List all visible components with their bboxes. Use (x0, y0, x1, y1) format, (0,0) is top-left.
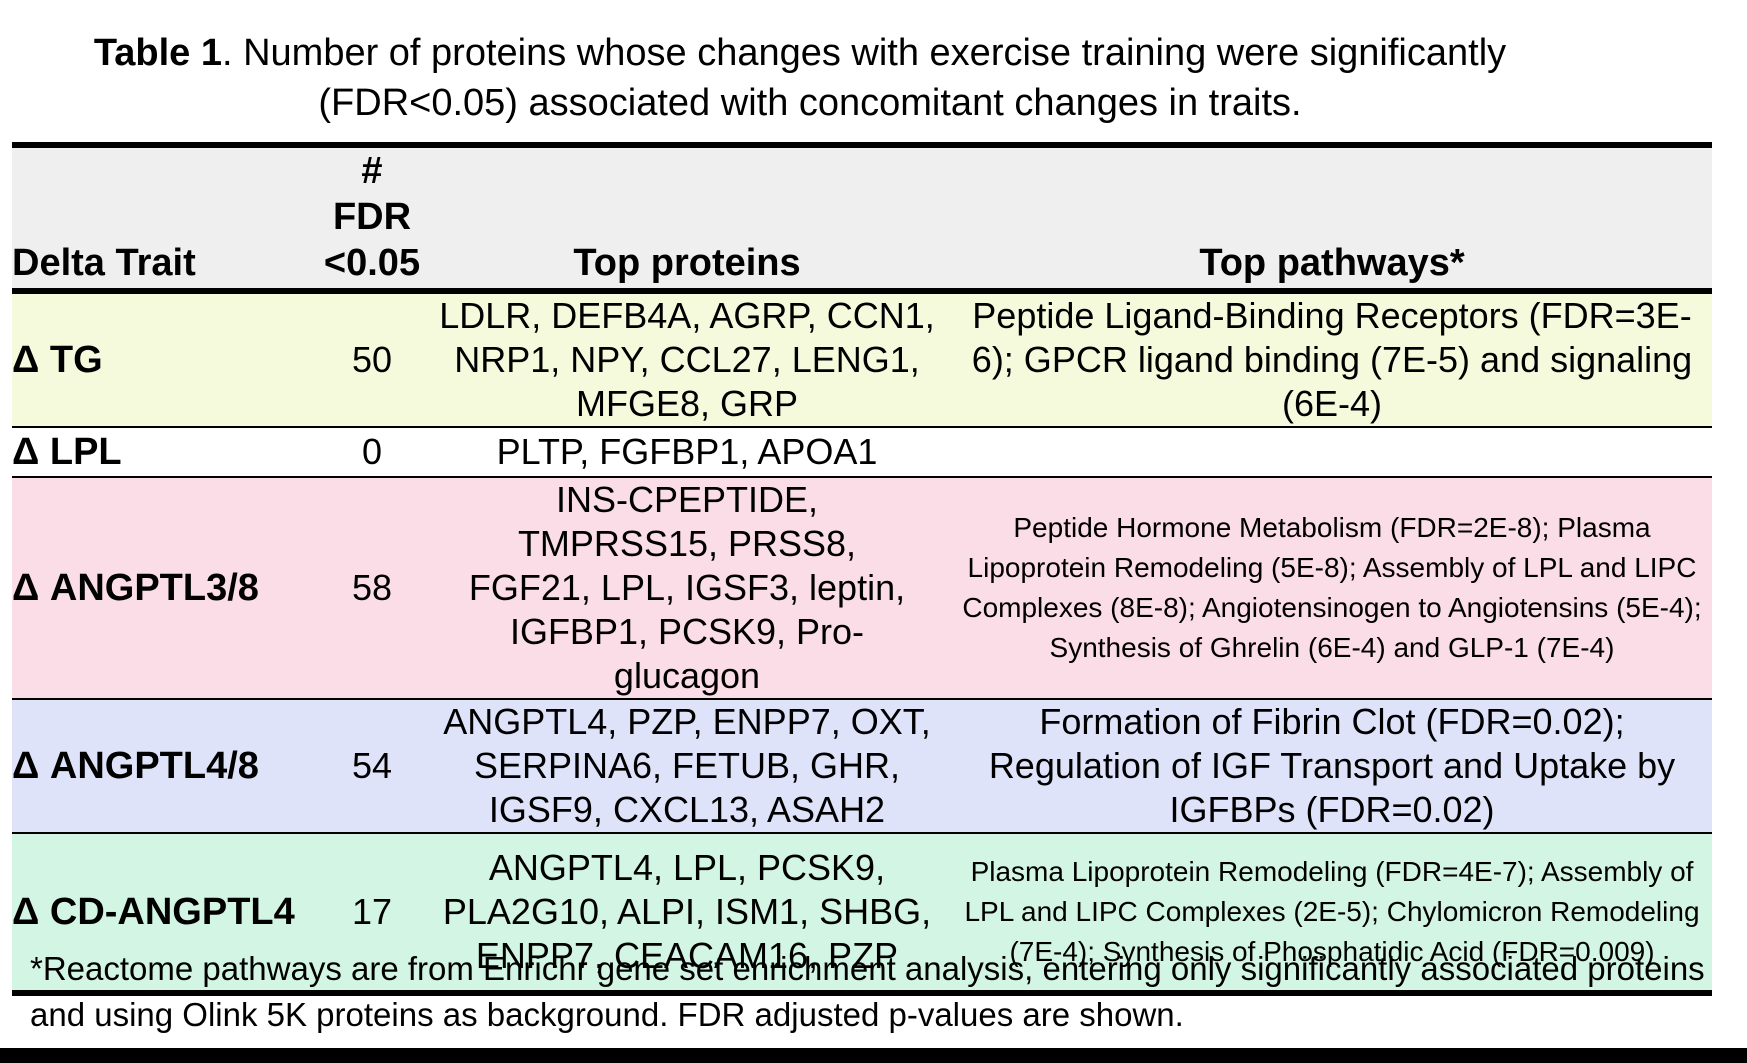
cell-proteins: LDLR, DEFB4A, AGRP, CCN1, NRP1, NPY, CCL… (439, 295, 935, 424)
cell-trait: Δ LPL (12, 426, 322, 477)
cell-count: 0 (322, 426, 422, 477)
table-row: Δ CD-ANGPTL4 17 ANGPTL4, LPL, PCSK9, PLA… (12, 832, 1712, 993)
cell-proteins: INS-CPEPTIDE, TMPRSS15, PRSS8, FGF21, LP… (422, 476, 952, 699)
caption-label: Table 1 (93, 32, 222, 74)
caption-line-1: Table 1. Number of proteins whose change… (0, 28, 1600, 78)
cell-proteins: ANGPTL4, PZP, ENPP7, OXT, SERPINA6, FETU… (422, 698, 952, 833)
cell-count: 17 (322, 832, 422, 993)
cell-pathways: Peptide Ligand-Binding Receptors (FDR=3E… (971, 295, 1693, 424)
cell-trait: Δ CD-ANGPTL4 (12, 832, 322, 993)
table-caption: Table 1. Number of proteins whose change… (0, 28, 1600, 128)
table-row: Δ ANGPTL4/8 54 ANGPTL4, PZP, ENPP7, OXT,… (12, 698, 1712, 833)
cell-pathways: Formation of Fibrin Clot (FDR=0.02); Reg… (952, 698, 1712, 833)
header-fdr-line-2: <0.05 (323, 242, 421, 284)
cell-count: 58 (322, 476, 422, 699)
cell-trait: Δ ANGPTL4/8 (12, 698, 322, 833)
caption-text-2: (FDR<0.05) associated with concomitant c… (318, 82, 1302, 124)
bottom-border-bar (0, 1048, 1747, 1063)
cell-pathways: Plasma Lipoprotein Remodeling (FDR=4E-7)… (952, 832, 1712, 993)
header-top-proteins: Top proteins (422, 145, 952, 294)
cell-pathways (952, 426, 1712, 477)
table-header-row: Delta Trait # FDR <0.05 Top proteins Top… (12, 145, 1712, 294)
table-row: Δ ANGPTL3/8 58 INS-CPEPTIDE, TMPRSS15, P… (12, 476, 1712, 699)
header-fdr-count: # FDR <0.05 (322, 145, 422, 294)
cell-pathways: Peptide Hormone Metabolism (FDR=2E-8); P… (952, 476, 1712, 699)
header-delta-trait: Delta Trait (12, 145, 322, 294)
cell-proteins: ANGPTL4, LPL, PCSK9, PLA2G10, ALPI, ISM1… (422, 832, 952, 993)
cell-trait: Δ TG (12, 339, 103, 381)
table-footnote: *Reactome pathways are from Enrichr gene… (30, 950, 1705, 1033)
cell-trait: Δ ANGPTL3/8 (12, 476, 322, 699)
caption-text-1: . Number of proteins whose changes with … (221, 32, 1507, 74)
header-top-pathways: Top pathways* (952, 145, 1712, 294)
cell-count: 50 (351, 339, 393, 380)
cell-proteins: PLTP, FGFBP1, APOA1 (422, 426, 952, 477)
table-row: Δ LPL 0 PLTP, FGFBP1, APOA1 (12, 426, 1712, 477)
results-table-wrapper: Delta Trait # FDR <0.05 Top proteins Top… (12, 142, 1712, 996)
table-row: Δ TG 50 LDLR, DEFB4A, AGRP, CCN1, NRP1, … (12, 291, 1712, 427)
header-fdr-line-1: # FDR (332, 150, 412, 238)
cell-count: 54 (322, 698, 422, 833)
results-table: Delta Trait # FDR <0.05 Top proteins Top… (12, 142, 1712, 996)
